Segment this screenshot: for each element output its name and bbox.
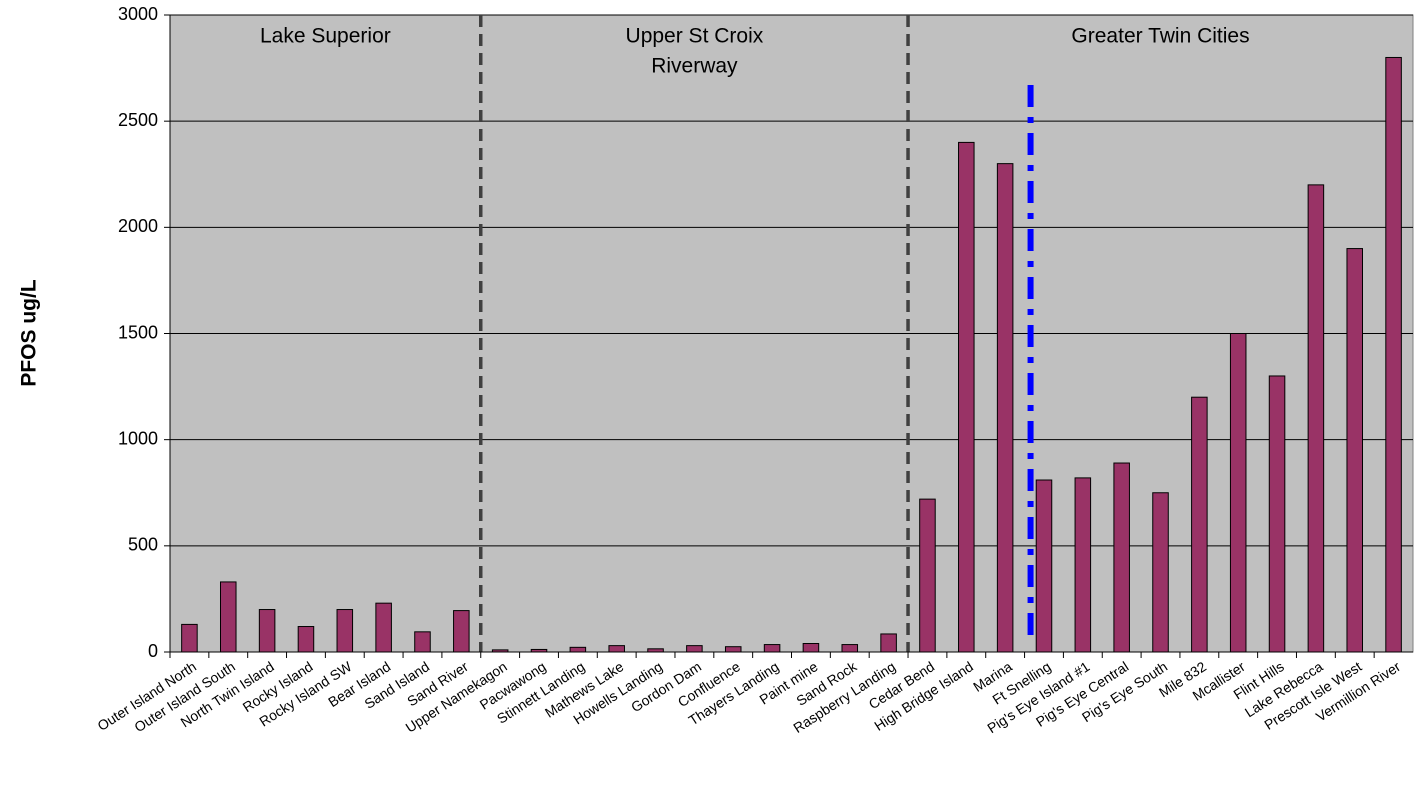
y-tick-label: 3000 [118, 4, 158, 24]
bar [297, 626, 315, 653]
y-tick-label: 2500 [118, 110, 158, 130]
bar [763, 644, 781, 653]
bar [181, 623, 198, 653]
region-label: Greater Twin Cities [1071, 25, 1249, 48]
bar [1268, 375, 1286, 653]
bar [258, 609, 276, 653]
bar [453, 610, 470, 653]
bar [1191, 396, 1208, 653]
bar [724, 646, 742, 653]
bar [1385, 56, 1402, 653]
bar [1307, 184, 1325, 653]
y-tick-label: 0 [148, 641, 158, 661]
bar [841, 644, 859, 653]
y-tick-label: 1000 [118, 428, 158, 448]
bar [802, 643, 820, 653]
y-tick-label: 500 [128, 535, 158, 555]
bar [919, 498, 936, 653]
bar [375, 602, 392, 653]
bar [1346, 248, 1364, 653]
bar [1152, 492, 1169, 653]
bar [1035, 479, 1053, 653]
region-label: Riverway [651, 55, 738, 78]
bar [996, 163, 1014, 653]
region-label: Upper St Croix [626, 25, 764, 48]
bar [336, 609, 354, 653]
bar [958, 141, 975, 653]
bar [219, 581, 237, 653]
bar [1113, 462, 1130, 653]
bar [569, 646, 587, 653]
bar [1074, 477, 1092, 653]
bar [1229, 333, 1247, 653]
bar [880, 633, 897, 653]
bar [414, 631, 431, 653]
y-tick-label: 1500 [118, 322, 158, 342]
region-label: Lake Superior [260, 25, 391, 48]
bar [608, 645, 625, 653]
y-tick-label: 2000 [118, 216, 158, 236]
y-axis-label: PFOS ug/L [18, 279, 41, 387]
bar [686, 645, 703, 653]
